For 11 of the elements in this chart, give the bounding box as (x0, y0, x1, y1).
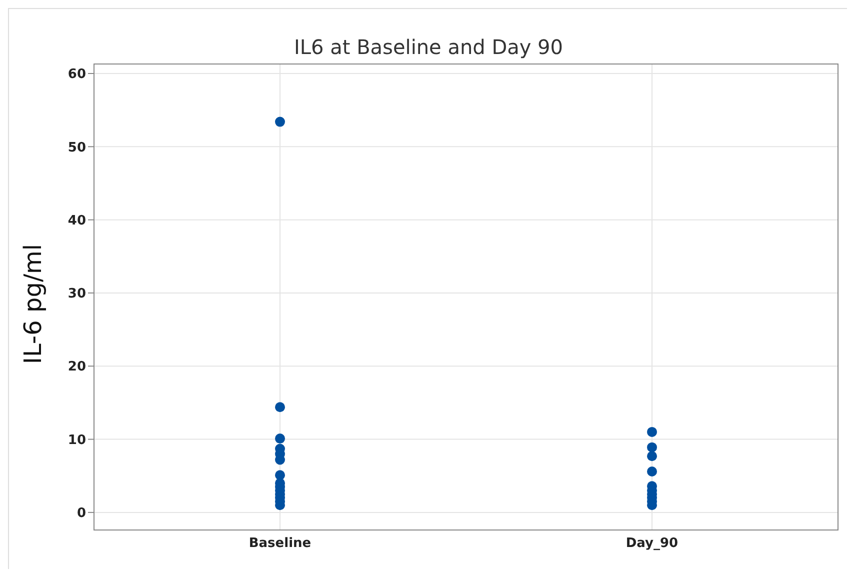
x-tick-label: Day_90 (626, 536, 678, 552)
y-tick-label: 30 (68, 286, 86, 302)
y-tick-label: 10 (68, 432, 86, 448)
chart-title: IL6 at Baseline and Day 90 (292, 35, 564, 59)
y-tick-label: 40 (68, 213, 86, 228)
y-tick-label: 50 (68, 140, 86, 156)
y-tick-label: 60 (68, 67, 86, 82)
y-tick-label: 0 (76, 506, 86, 522)
x-tick-label: Baseline (248, 536, 312, 552)
y-tick-label: 20 (68, 360, 86, 375)
y-axis-title: IL-6 pg/ml (19, 244, 47, 364)
